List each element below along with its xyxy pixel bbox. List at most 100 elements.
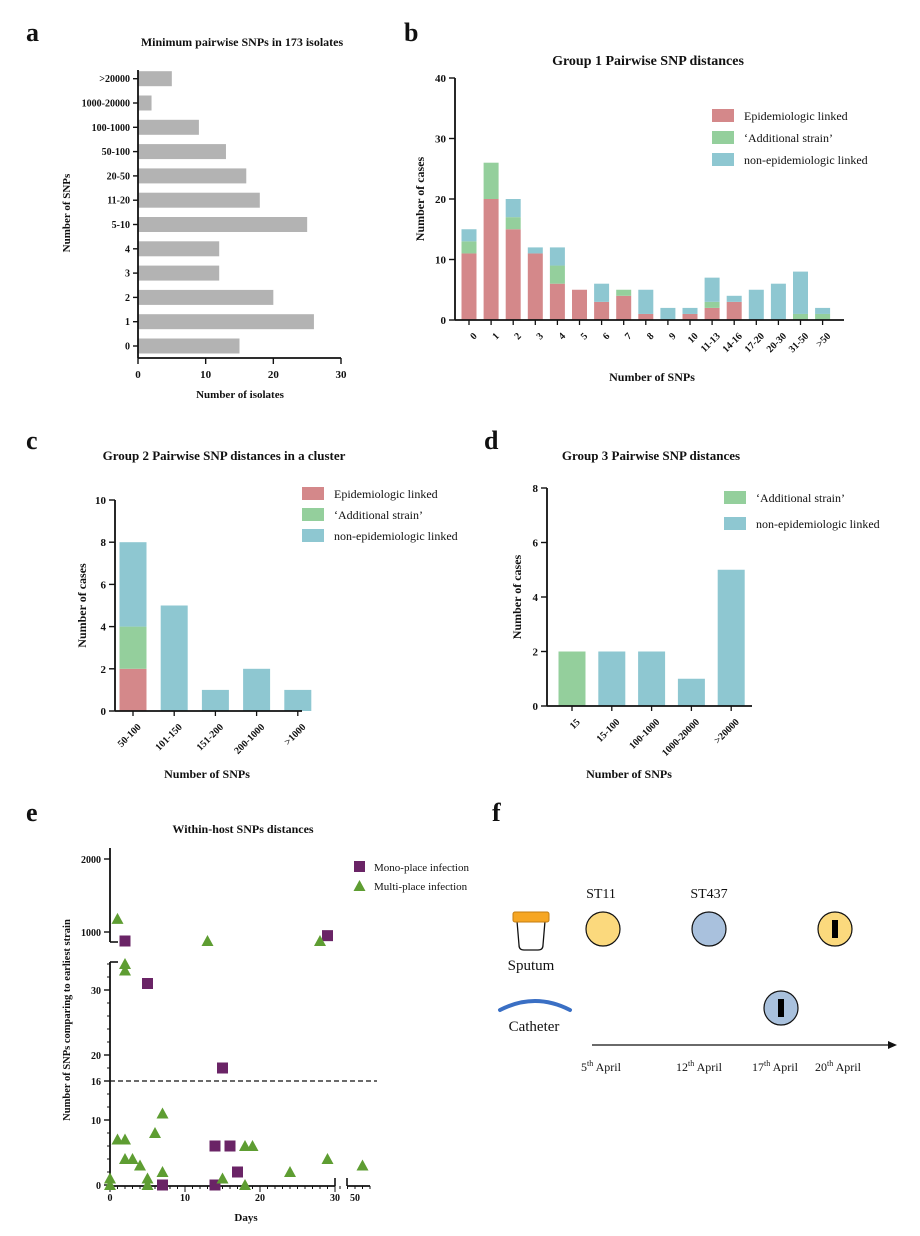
chart-e-point-mono (217, 1062, 228, 1074)
chart-b-legend-swatch (712, 153, 734, 166)
chart-a-bar (138, 144, 226, 160)
chart-b-bar (726, 295, 742, 302)
chart-d-bar (638, 651, 666, 706)
chart-e-point-multi (284, 1166, 296, 1177)
chart-a-xtick-label: 20 (268, 369, 280, 381)
chart-b-bar (682, 313, 698, 320)
chart-e-point-multi (104, 1179, 116, 1190)
chart-c-ylabel: Number of cases (75, 563, 89, 648)
panel-letter-e: e (26, 798, 38, 827)
chart-a-ytick-label: 5-10 (112, 220, 130, 231)
chart-b-legend-label: Epidemiologic linked (744, 109, 848, 123)
chart-c-bar (201, 689, 229, 711)
st11-label: ST11 (586, 887, 616, 902)
chart-d-title: Group 3 Pairwise SNP distances (562, 448, 740, 463)
panel-letter-f: f (492, 798, 501, 827)
chart-c-xlabel: Number of SNPs (164, 767, 250, 781)
chart-b-ylabel: Number of cases (413, 156, 427, 241)
chart-a-xtick-label: 30 (336, 369, 348, 381)
chart-a-xtick-label: 10 (200, 369, 212, 381)
chart-e-point-mono (232, 1166, 243, 1178)
timeline-date-label: 5th April (581, 1059, 622, 1074)
chart-c-ytick-label: 6 (101, 579, 107, 591)
isolate-st437-sputum-12-april (691, 911, 727, 947)
chart-e-point-multi (314, 935, 326, 946)
chart-c-xtick-label: >1000 (282, 722, 308, 748)
chart-e-xtick-label: 0 (108, 1193, 113, 1204)
timeline-date-label: 12th April (676, 1059, 723, 1074)
chart-b-bar (748, 289, 764, 320)
chart-e-legend-label: Multi-place infection (374, 881, 468, 893)
chart-b-bar (594, 301, 610, 320)
chart-e-xtick-label: 30 (330, 1193, 340, 1204)
chart-a-ytick-label: 3 (125, 269, 130, 280)
chart-e-point-multi (149, 1127, 161, 1138)
chart-b-xtick-label: 11-13 (699, 331, 723, 355)
catheter-label: Catheter (509, 1019, 560, 1035)
chart-b-bar (594, 283, 610, 302)
chart-b-bar (638, 289, 654, 314)
chart-e-point-mono (209, 1140, 221, 1152)
chart-a-bar (138, 289, 274, 305)
chart-e-legend-label: Mono-place infection (374, 862, 469, 874)
chart-c-xtick-label: 200-1000 (232, 722, 267, 757)
chart-b-xtick-label: >50 (814, 331, 833, 350)
chart-e-ytick-label: 10 (91, 1116, 101, 1127)
chart-e-ytick-label: 0 (96, 1181, 101, 1192)
chart-b-xtick-label: 8 (645, 331, 656, 342)
chart-c-bar (119, 626, 147, 669)
chart-b-xtick-label: 17-20 (743, 331, 767, 355)
chart-e-ytick-label: 30 (91, 986, 101, 997)
date-day: 20 (815, 1060, 827, 1074)
cup-lid (512, 911, 550, 923)
chart-e-ytick-label: 1000 (81, 928, 101, 939)
chart-a-bar (138, 217, 308, 232)
date-month: April (593, 1060, 621, 1074)
date-suffix: th (688, 1059, 694, 1068)
date-suffix: th (587, 1059, 593, 1068)
chart-a-ytick-label: 100-1000 (92, 123, 130, 134)
chart-a-ytick-label: 11-20 (107, 196, 130, 207)
chart-e-point-multi (119, 958, 131, 969)
chart-a-bar (138, 265, 220, 281)
chart-d-legend-swatch (724, 491, 746, 504)
date-day: 5 (581, 1060, 587, 1074)
chart-e-legend-swatch (354, 861, 365, 872)
date-day: 17 (752, 1060, 764, 1074)
chart-b-xtick-label: 1 (490, 331, 501, 342)
chart-e-point-multi (141, 1172, 154, 1184)
chart-d-ylabel: Number of cases (510, 554, 524, 639)
chart-c-bar (243, 668, 271, 711)
chart-c-ytick-label: 4 (101, 622, 107, 634)
chart-b-xtick-label: 31-50 (787, 331, 811, 355)
chart-c-title: Group 2 Pairwise SNP distances in a clus… (103, 448, 346, 463)
chart-b-bar (549, 247, 565, 266)
resistance-marker (832, 920, 838, 938)
chart-b-bar (483, 162, 499, 199)
date-month: April (833, 1060, 861, 1074)
cup-body (516, 920, 546, 951)
chart-b-legend-label: ‘Additional strain’ (744, 131, 833, 145)
chart-b-bar (638, 313, 654, 320)
chart-e-ylabel: Number of SNPs comparing to earliest str… (62, 919, 73, 1121)
chart-b-bar (461, 253, 477, 320)
chart-e-point-multi (356, 1159, 369, 1171)
date-month: April (770, 1060, 798, 1074)
chart-b-bar (616, 295, 632, 320)
resistance-marker (778, 999, 784, 1017)
chart-a-ytick-label: 1000-20000 (82, 99, 130, 110)
chart-a-ytick-label: >20000 (99, 74, 130, 85)
chart-a-bar (138, 168, 247, 184)
chart-e-point-mono (142, 978, 153, 989)
panel-letter-b: b (404, 18, 419, 47)
sputum-cup-icon (512, 911, 550, 951)
chart-b-bar (815, 313, 831, 320)
chart-d-xlabel: Number of SNPs (586, 767, 672, 781)
chart-b-bar (527, 253, 543, 320)
chart-e-point-multi (321, 1153, 334, 1164)
chart-e-point-multi (119, 964, 131, 976)
chart-a-bar (138, 192, 260, 208)
chart-e-point-mono (119, 935, 131, 947)
chart-b-bar (682, 307, 698, 314)
chart-d-ytick-label: 6 (533, 538, 539, 550)
